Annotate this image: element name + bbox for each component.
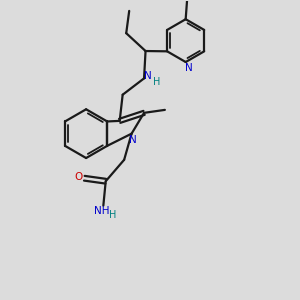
Text: N: N — [129, 135, 137, 145]
Text: H: H — [109, 210, 116, 220]
Text: N: N — [144, 71, 152, 81]
Text: N: N — [185, 63, 193, 73]
Text: O: O — [75, 172, 83, 182]
Text: NH: NH — [94, 206, 110, 216]
Text: H: H — [153, 77, 160, 87]
